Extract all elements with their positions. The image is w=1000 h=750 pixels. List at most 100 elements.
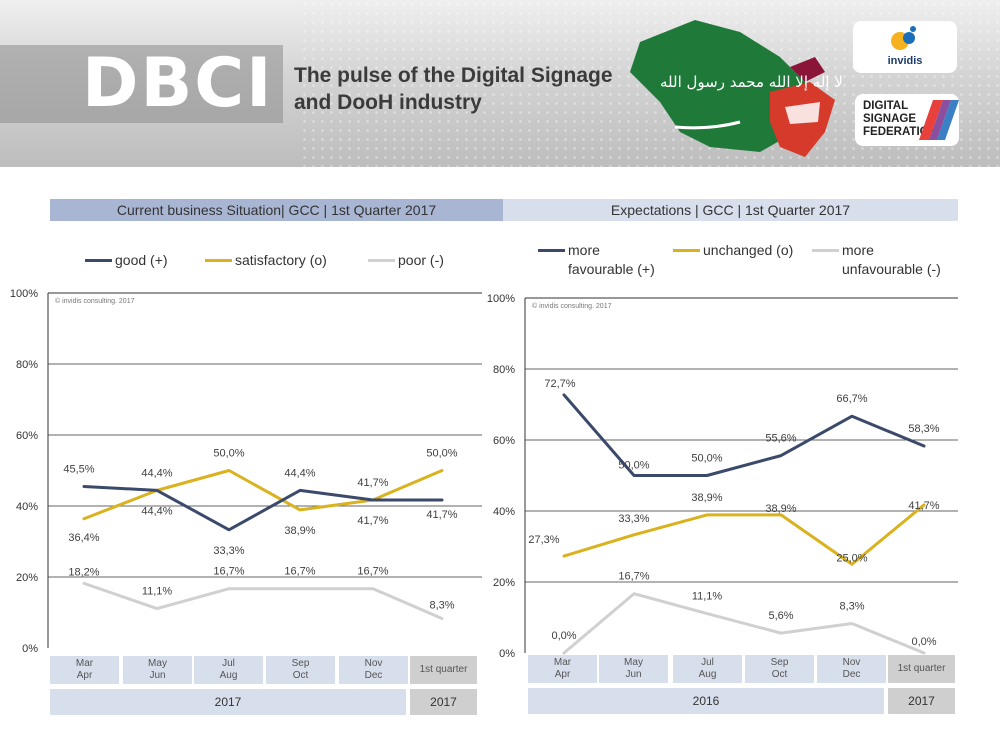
dsf-logo: DIGITAL SIGNAGE FEDERATION — [855, 94, 959, 146]
right-data-label: 50,0% — [691, 453, 722, 465]
right-y-tick-label: 80% — [493, 364, 515, 376]
left-data-label: 50,0% — [426, 448, 457, 460]
legend-swatch-poor — [368, 259, 395, 262]
right-year-bar: 2016 — [528, 688, 884, 714]
left-data-label: 41,7% — [426, 509, 457, 521]
left-data-label: 16,7% — [357, 566, 388, 578]
right-data-label: 38,9% — [765, 503, 796, 515]
right-panel-header: Expectations | GCC | 1st Quarter 2017 — [503, 199, 958, 221]
right-data-label: 58,3% — [908, 423, 939, 435]
left-data-label: 11,1% — [142, 586, 173, 598]
tagline-line-1: The pulse of the Digital Signage — [294, 64, 613, 87]
left-category-label: Mar Apr — [50, 656, 119, 684]
right-data-label: 5,6% — [768, 610, 793, 622]
right-y-tick-label: 20% — [493, 577, 515, 589]
right-year-bar-last: 2017 — [888, 688, 955, 714]
right-category-label: 1st quarter — [888, 655, 955, 683]
left-y-tick-label: 80% — [16, 359, 38, 371]
left-category-label: 1st quarter — [410, 656, 477, 684]
legend-label-good: good (+) — [115, 252, 168, 268]
left-data-label: 50,0% — [213, 448, 244, 460]
legend-swatch-good — [85, 259, 112, 262]
right-data-label: 25,0% — [836, 552, 867, 564]
left-category-label: Sep Oct — [266, 656, 335, 684]
right-category-label: May Jun — [599, 655, 668, 683]
banner: DBCI The pulse of the Digital Signage an… — [0, 0, 1000, 167]
right-data-label: 72,7% — [544, 378, 575, 390]
legend-swatch-more-favourable — [538, 249, 565, 252]
left-data-label: 41,7% — [357, 477, 388, 489]
right-category-label: Nov Dec — [817, 655, 886, 683]
legend-label-poor: poor (-) — [398, 252, 444, 268]
right-data-label: 8,3% — [839, 601, 864, 613]
left-data-label: 8,3% — [429, 600, 454, 612]
dsf-line-3: FEDERATION — [863, 126, 937, 138]
right-data-label: 11,1% — [692, 591, 723, 603]
left-data-label: 16,7% — [284, 566, 315, 578]
legend-label-more-unfavourable-line-1: more — [842, 242, 874, 258]
left-category-label: Jul Aug — [194, 656, 263, 684]
right-category-label: Sep Oct — [745, 655, 814, 683]
gcc-flag-map-icon: لا إله إلا الله محمد رسول الله — [630, 20, 843, 157]
left-y-tick-label: 60% — [16, 430, 38, 442]
flag-script: لا إله إلا الله محمد رسول الله — [660, 73, 843, 91]
invidis-mark-icon — [891, 26, 916, 50]
dsf-line-1: DIGITAL — [863, 100, 909, 112]
left-data-label: 44,4% — [284, 467, 315, 479]
dbci-logo: DBCI — [82, 44, 274, 123]
left-data-label: 38,9% — [284, 525, 315, 537]
left-watermark: © invidis consulting. 2017 — [55, 297, 135, 305]
right-y-tick-label: 60% — [493, 435, 515, 447]
right-data-label: 16,7% — [618, 571, 649, 583]
legend-label-more-favourable-line-2: favourable (+) — [568, 261, 655, 277]
left-category-label: Nov Dec — [339, 656, 408, 684]
legend-label-more-favourable: more favourable (+) — [568, 241, 655, 279]
tagline: The pulse of the Digital Signage and Doo… — [294, 62, 613, 116]
left-data-label: 33,3% — [213, 545, 244, 557]
right-category-label: Jul Aug — [673, 655, 742, 683]
logo-backdrop — [0, 45, 283, 123]
right-data-label: 66,7% — [836, 393, 867, 405]
right-data-label: 55,6% — [765, 433, 796, 445]
legend-swatch-satisfactory — [205, 259, 232, 262]
left-data-label: 41,7% — [357, 515, 388, 527]
left-data-label: 45,5% — [63, 463, 94, 475]
left-series-line-0 — [82, 484, 444, 532]
right-data-label: 27,3% — [528, 534, 559, 546]
dsf-logo-text: DIGITAL SIGNAGE FEDERATION — [863, 100, 937, 139]
right-data-label: 0,0% — [551, 630, 576, 642]
left-y-tick-label: 0% — [22, 643, 38, 655]
legend-label-unchanged: unchanged (o) — [703, 242, 794, 258]
left-series-line-1 — [82, 469, 444, 521]
invidis-logo: invidis — [853, 21, 957, 73]
left-y-tick-label: 40% — [16, 501, 38, 513]
dsf-stripes-icon — [919, 100, 959, 140]
left-panel-header: Current business Situation| GCC | 1st Qu… — [50, 199, 503, 221]
right-data-label: 0,0% — [911, 636, 936, 648]
right-data-label: 38,9% — [691, 492, 722, 504]
left-series-line-2 — [82, 581, 444, 621]
legend-label-more-favourable-line-1: more — [568, 242, 600, 258]
right-series-line-1 — [562, 503, 926, 566]
right-data-label: 50,0% — [618, 460, 649, 472]
right-y-tick-label: 40% — [493, 506, 515, 518]
right-watermark: © invidis consulting. 2017 — [532, 302, 612, 310]
right-y-tick-label: 0% — [499, 648, 515, 660]
right-y-tick-label: 100% — [487, 293, 515, 305]
tagline-line-2: and DooH industry — [294, 91, 482, 114]
left-data-label: 44,4% — [141, 467, 172, 479]
right-category-label: Mar Apr — [528, 655, 597, 683]
legend-swatch-unchanged — [673, 249, 700, 252]
legend-swatch-more-unfavourable — [812, 249, 839, 252]
dsf-line-2: SIGNAGE — [863, 113, 917, 125]
left-data-label: 18,2% — [68, 566, 99, 578]
legend-label-more-unfavourable: more unfavourable (-) — [842, 241, 941, 279]
left-y-tick-label: 20% — [16, 572, 38, 584]
right-series-line-0 — [562, 393, 926, 477]
right-data-label: 33,3% — [618, 513, 649, 525]
left-category-label: May Jun — [123, 656, 192, 684]
invidis-logo-text: invidis — [887, 55, 923, 67]
right-data-label: 41,7% — [908, 500, 939, 512]
left-y-tick-label: 100% — [10, 288, 38, 300]
